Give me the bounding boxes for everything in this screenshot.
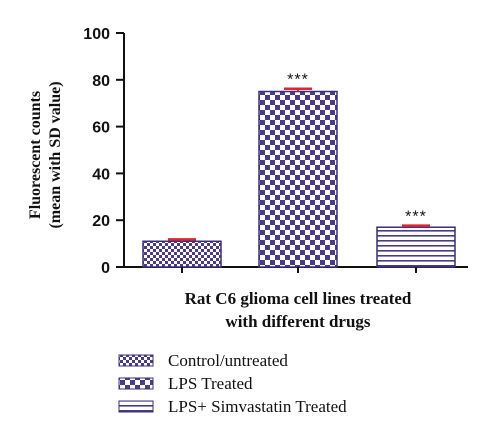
- y-tick-label: 20: [92, 213, 110, 230]
- legend-swatch-lps: [118, 377, 154, 390]
- bars-group: *** ***: [142, 72, 456, 268]
- x-axis-label-line-2: with different drugs: [225, 312, 371, 331]
- legend: Control/untreated LPS Treated LPS+ Simva…: [118, 351, 347, 416]
- y-axis-label-line-2: (mean with SD value): [47, 81, 64, 228]
- y-tick-label: 40: [92, 166, 110, 183]
- x-axis-label-line-1: Rat C6 glioma cell lines treated: [185, 289, 412, 308]
- y-axis-label-line-1: Fluorescent counts: [27, 91, 44, 219]
- significance-label-2: ***: [287, 72, 309, 89]
- y-tick-label: 100: [83, 26, 110, 43]
- legend-label-lps-simvastatin: LPS+ Simvastatin Treated: [168, 397, 347, 416]
- legend-label-lps: LPS Treated: [168, 374, 253, 393]
- x-ticks: [181, 267, 417, 273]
- y-tick-label: 80: [92, 73, 110, 90]
- significance-label-3: ***: [405, 209, 427, 226]
- bar-1: [142, 240, 222, 268]
- bar-2: [258, 90, 338, 268]
- legend-swatch-control: [118, 354, 154, 367]
- legend-swatch-lps-simvastatin: [118, 400, 154, 413]
- y-tick-label: 60: [92, 120, 110, 137]
- y-tick-label: 0: [101, 260, 110, 277]
- y-ticks: 0 20 40 60 80 100: [83, 26, 124, 277]
- legend-label-control: Control/untreated: [168, 351, 288, 370]
- bar-3: [376, 226, 456, 268]
